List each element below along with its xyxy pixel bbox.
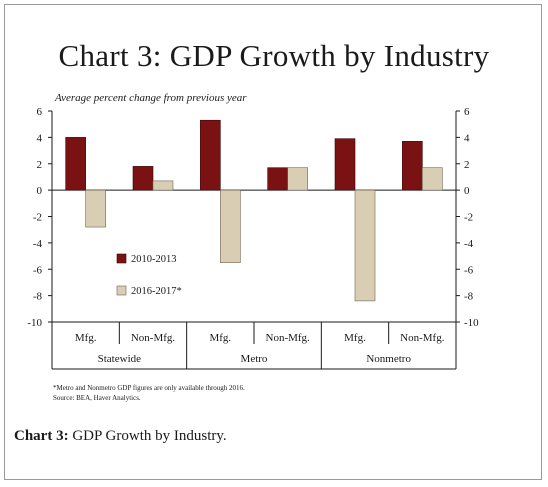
right-tick-label: -8 (464, 291, 474, 303)
right-tick-label: -10 (464, 317, 479, 329)
category-label: Non-Mfg. (131, 332, 176, 344)
legend-swatch (116, 285, 127, 296)
left-tick-label: -4 (33, 238, 43, 250)
category-label: Mfg. (209, 332, 231, 344)
legend-swatch (116, 253, 127, 264)
bar-series-2010-2013 (200, 119, 221, 191)
right-tick-label: 0 (464, 185, 470, 197)
caption-label: Chart 3: (14, 428, 69, 444)
right-tick-label: -4 (464, 238, 474, 250)
figure-frame (4, 4, 542, 480)
group-label: Statewide (98, 353, 141, 365)
chart-axes (48, 110, 460, 370)
bar-series-2016-2017 (422, 167, 443, 191)
bar-series-2010-2013 (132, 166, 154, 191)
group-label: Metro (241, 353, 268, 365)
category-label: Mfg. (75, 332, 97, 344)
bar-series-2010-2013 (267, 167, 288, 191)
chart-bars (65, 119, 443, 302)
right-tick-label: -6 (464, 264, 474, 276)
footnote: *Metro and Nonmetro GDP figures are only… (53, 383, 245, 403)
right-tick-label: 2 (464, 159, 470, 171)
bar-series-2010-2013 (402, 141, 423, 191)
left-tick-label: 6 (37, 106, 43, 118)
left-tick-label: -2 (33, 212, 42, 224)
chart-legend: 2010-2013 2016-2017* (116, 253, 182, 297)
bar-series-2010-2013 (334, 138, 356, 191)
right-tick-label: 4 (464, 132, 470, 144)
bar-series-2016-2017 (85, 189, 106, 228)
source-line: Source: BEA, Haver Analytics. (53, 394, 141, 402)
footnote-line: *Metro and Nonmetro GDP figures are only… (53, 384, 245, 392)
left-tick-label: -6 (33, 264, 43, 276)
right-tick-label: 6 (464, 106, 470, 118)
left-tick-label: 0 (37, 185, 43, 197)
left-tick-label: 4 (37, 132, 43, 144)
category-label: Non-Mfg. (266, 332, 311, 344)
chart-labels: 6 6 4 4 2 2 0 0 -2 -2 -4 -4 -6 -6 -8 -8 -10 -10 Mfg. Non-Mf… (27, 106, 479, 365)
left-tick-label: -8 (33, 291, 43, 303)
right-tick-label: -2 (464, 212, 473, 224)
figure-caption: Chart 3: GDP Growth by Industry. (14, 428, 227, 445)
left-tick-label: 2 (37, 159, 43, 171)
bar-series-2016-2017 (220, 189, 241, 263)
y-axis-subtitle: Average percent change from previous yea… (55, 92, 247, 104)
bar-series-2010-2013 (65, 137, 86, 191)
chart-title: Chart 3: GDP Growth by Industry (58, 38, 490, 73)
legend-label: 2016-2017* (131, 286, 182, 297)
category-label: Mfg. (344, 332, 366, 344)
category-label: Non-Mfg. (400, 332, 445, 344)
group-label: Nonmetro (366, 353, 411, 365)
caption-text: GDP Growth by Industry. (68, 428, 227, 444)
bar-series-2016-2017 (152, 180, 174, 191)
legend-label: 2010-2013 (131, 254, 177, 265)
bar-series-2016-2017 (354, 189, 376, 302)
bar-series-2016-2017 (287, 167, 308, 191)
left-tick-label: -10 (27, 317, 42, 329)
